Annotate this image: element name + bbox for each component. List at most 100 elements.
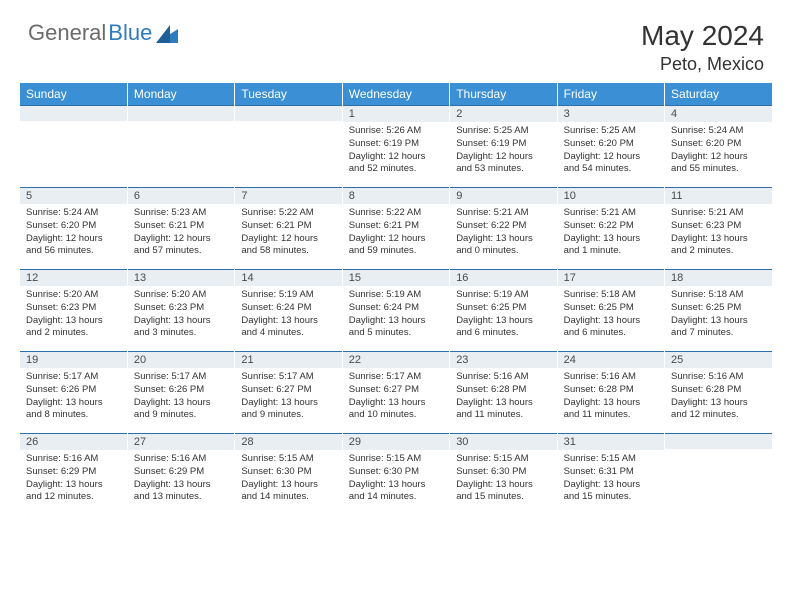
sunrise-text: Sunrise: 5:21 AM [456, 207, 550, 220]
calendar-week-row: 12Sunrise: 5:20 AMSunset: 6:23 PMDayligh… [20, 269, 772, 351]
sunrise-text: Sunrise: 5:16 AM [456, 371, 550, 384]
day-content: Sunrise: 5:15 AMSunset: 6:30 PMDaylight:… [235, 450, 341, 514]
day-content: Sunrise: 5:16 AMSunset: 6:28 PMDaylight:… [558, 368, 664, 432]
calendar-day-cell: 28Sunrise: 5:15 AMSunset: 6:30 PMDayligh… [235, 433, 342, 515]
day-content: Sunrise: 5:19 AMSunset: 6:24 PMDaylight:… [235, 286, 341, 350]
calendar-day-cell: 14Sunrise: 5:19 AMSunset: 6:24 PMDayligh… [235, 269, 342, 351]
day-content: Sunrise: 5:19 AMSunset: 6:24 PMDaylight:… [343, 286, 449, 350]
day-number: 21 [235, 351, 341, 368]
sunset-text: Sunset: 6:30 PM [349, 466, 443, 479]
day-content: Sunrise: 5:25 AMSunset: 6:20 PMDaylight:… [558, 122, 664, 186]
day-content: Sunrise: 5:24 AMSunset: 6:20 PMDaylight:… [665, 122, 772, 186]
day-content [665, 449, 772, 513]
month-title: May 2024 [641, 20, 764, 52]
sunset-text: Sunset: 6:20 PM [26, 220, 121, 233]
day-content: Sunrise: 5:20 AMSunset: 6:23 PMDaylight:… [128, 286, 234, 350]
day-number: 2 [450, 105, 556, 122]
sunrise-text: Sunrise: 5:15 AM [564, 453, 658, 466]
calendar-day-cell: 31 Sunrise: 5:15 AMSunset: 6:31 PMDayligh… [557, 433, 664, 515]
calendar-day-cell: 30Sunrise: 5:15 AMSunset: 6:30 PMDayligh… [450, 433, 557, 515]
sunset-text: Sunset: 6:27 PM [241, 384, 335, 397]
day-number: 10 [558, 187, 664, 204]
calendar-day-cell: 21Sunrise: 5:17 AMSunset: 6:27 PMDayligh… [235, 351, 342, 433]
sunrise-text: Sunrise: 5:21 AM [671, 207, 766, 220]
day-number: 18 [665, 269, 772, 286]
calendar-day-cell: 6Sunrise: 5:23 AMSunset: 6:21 PMDaylight… [127, 187, 234, 269]
sunset-text: Sunset: 6:20 PM [671, 138, 766, 151]
calendar-day-cell: 23Sunrise: 5:16 AMSunset: 6:28 PMDayligh… [450, 351, 557, 433]
sunrise-text: Sunrise: 5:16 AM [671, 371, 766, 384]
daylight-text: Daylight: 13 hours and 3 minutes. [134, 315, 228, 341]
day-number: 16 [450, 269, 556, 286]
day-number: 3 [558, 105, 664, 122]
daylight-text: Daylight: 13 hours and 11 minutes. [564, 397, 658, 423]
daylight-text: Daylight: 13 hours and 2 minutes. [26, 315, 121, 341]
calendar-week-row: 19Sunrise: 5:17 AMSunset: 6:26 PMDayligh… [20, 351, 772, 433]
day-content: Sunrise: 5:16 AMSunset: 6:29 PMDaylight:… [128, 450, 234, 514]
day-number: 6 [128, 187, 234, 204]
sunset-text: Sunset: 6:28 PM [456, 384, 550, 397]
weekday-header: Sunday [20, 83, 127, 105]
title-block: May 2024 Peto, Mexico [641, 20, 764, 75]
sunrise-text: Sunrise: 5:21 AM [564, 207, 658, 220]
sunrise-text: Sunrise: 5:22 AM [349, 207, 443, 220]
day-content: Sunrise: 5:21 AMSunset: 6:22 PMDaylight:… [450, 204, 556, 268]
day-content [128, 121, 234, 185]
day-content: Sunrise: 5:18 AMSunset: 6:25 PMDaylight:… [558, 286, 664, 350]
weekday-header: Thursday [450, 83, 557, 105]
day-number: 8 [343, 187, 449, 204]
day-content: Sunrise: 5:17 AMSunset: 6:27 PMDaylight:… [235, 368, 341, 432]
sunset-text: Sunset: 6:25 PM [564, 302, 658, 315]
daylight-text: Daylight: 12 hours and 58 minutes. [241, 233, 335, 259]
sunset-text: Sunset: 6:31 PM [564, 466, 658, 479]
calendar-week-row: 5Sunrise: 5:24 AMSunset: 6:20 PMDaylight… [20, 187, 772, 269]
daylight-text: Daylight: 12 hours and 55 minutes. [671, 151, 766, 177]
sunrise-text: Sunrise: 5:25 AM [564, 125, 658, 138]
sunrise-text: Sunrise: 5:16 AM [134, 453, 228, 466]
calendar-day-cell: 18Sunrise: 5:18 AMSunset: 6:25 PMDayligh… [665, 269, 772, 351]
daylight-text: Daylight: 13 hours and 14 minutes. [349, 479, 443, 505]
day-content: Sunrise: 5:22 AMSunset: 6:21 PMDaylight:… [343, 204, 449, 268]
daylight-text: Daylight: 13 hours and 8 minutes. [26, 397, 121, 423]
sunrise-text: Sunrise: 5:19 AM [349, 289, 443, 302]
daylight-text: Daylight: 12 hours and 57 minutes. [134, 233, 228, 259]
daylight-text: Daylight: 13 hours and 6 minutes. [564, 315, 658, 341]
calendar-day-cell: 4Sunrise: 5:24 AMSunset: 6:20 PMDaylight… [665, 105, 772, 187]
daylight-text: Daylight: 13 hours and 2 minutes. [671, 233, 766, 259]
daylight-text: Daylight: 13 hours and 4 minutes. [241, 315, 335, 341]
sunset-text: Sunset: 6:23 PM [26, 302, 121, 315]
calendar-day-cell: 11Sunrise: 5:21 AMSunset: 6:23 PMDayligh… [665, 187, 772, 269]
daylight-text: Daylight: 13 hours and 6 minutes. [456, 315, 550, 341]
calendar: SundayMondayTuesdayWednesdayThursdayFrid… [0, 83, 792, 531]
day-content: Sunrise: 5:26 AMSunset: 6:19 PMDaylight:… [343, 122, 449, 186]
calendar-body: 1Sunrise: 5:26 AMSunset: 6:19 PMDaylight… [20, 105, 772, 515]
calendar-day-cell: 16Sunrise: 5:19 AMSunset: 6:25 PMDayligh… [450, 269, 557, 351]
sunset-text: Sunset: 6:21 PM [134, 220, 228, 233]
brand-triangle-icon [156, 25, 178, 43]
calendar-day-cell [235, 105, 342, 187]
day-number: 15 [343, 269, 449, 286]
calendar-day-cell: 1Sunrise: 5:26 AMSunset: 6:19 PMDaylight… [342, 105, 449, 187]
day-content: Sunrise: 5:21 AMSunset: 6:23 PMDaylight:… [665, 204, 772, 268]
sunset-text: Sunset: 6:26 PM [134, 384, 228, 397]
calendar-day-cell: 7Sunrise: 5:22 AMSunset: 6:21 PMDaylight… [235, 187, 342, 269]
day-number: 11 [665, 187, 772, 204]
calendar-day-cell: 20Sunrise: 5:17 AMSunset: 6:26 PMDayligh… [127, 351, 234, 433]
day-content: Sunrise: 5:19 AMSunset: 6:25 PMDaylight:… [450, 286, 556, 350]
day-number: 5 [20, 187, 127, 204]
day-number: 4 [665, 105, 772, 122]
daylight-text: Daylight: 13 hours and 15 minutes. [564, 479, 658, 505]
sunset-text: Sunset: 6:24 PM [349, 302, 443, 315]
day-number: 31 [558, 433, 664, 450]
day-number: 28 [235, 433, 341, 450]
sunrise-text: Sunrise: 5:20 AM [134, 289, 228, 302]
sunrise-text: Sunrise: 5:19 AM [456, 289, 550, 302]
day-number [128, 105, 234, 121]
calendar-day-cell: 26Sunrise: 5:16 AMSunset: 6:29 PMDayligh… [20, 433, 127, 515]
day-number: 7 [235, 187, 341, 204]
weekday-header: Tuesday [235, 83, 342, 105]
sunrise-text: Sunrise: 5:16 AM [26, 453, 121, 466]
calendar-day-cell: 8Sunrise: 5:22 AMSunset: 6:21 PMDaylight… [342, 187, 449, 269]
sunset-text: Sunset: 6:22 PM [456, 220, 550, 233]
sunset-text: Sunset: 6:23 PM [134, 302, 228, 315]
